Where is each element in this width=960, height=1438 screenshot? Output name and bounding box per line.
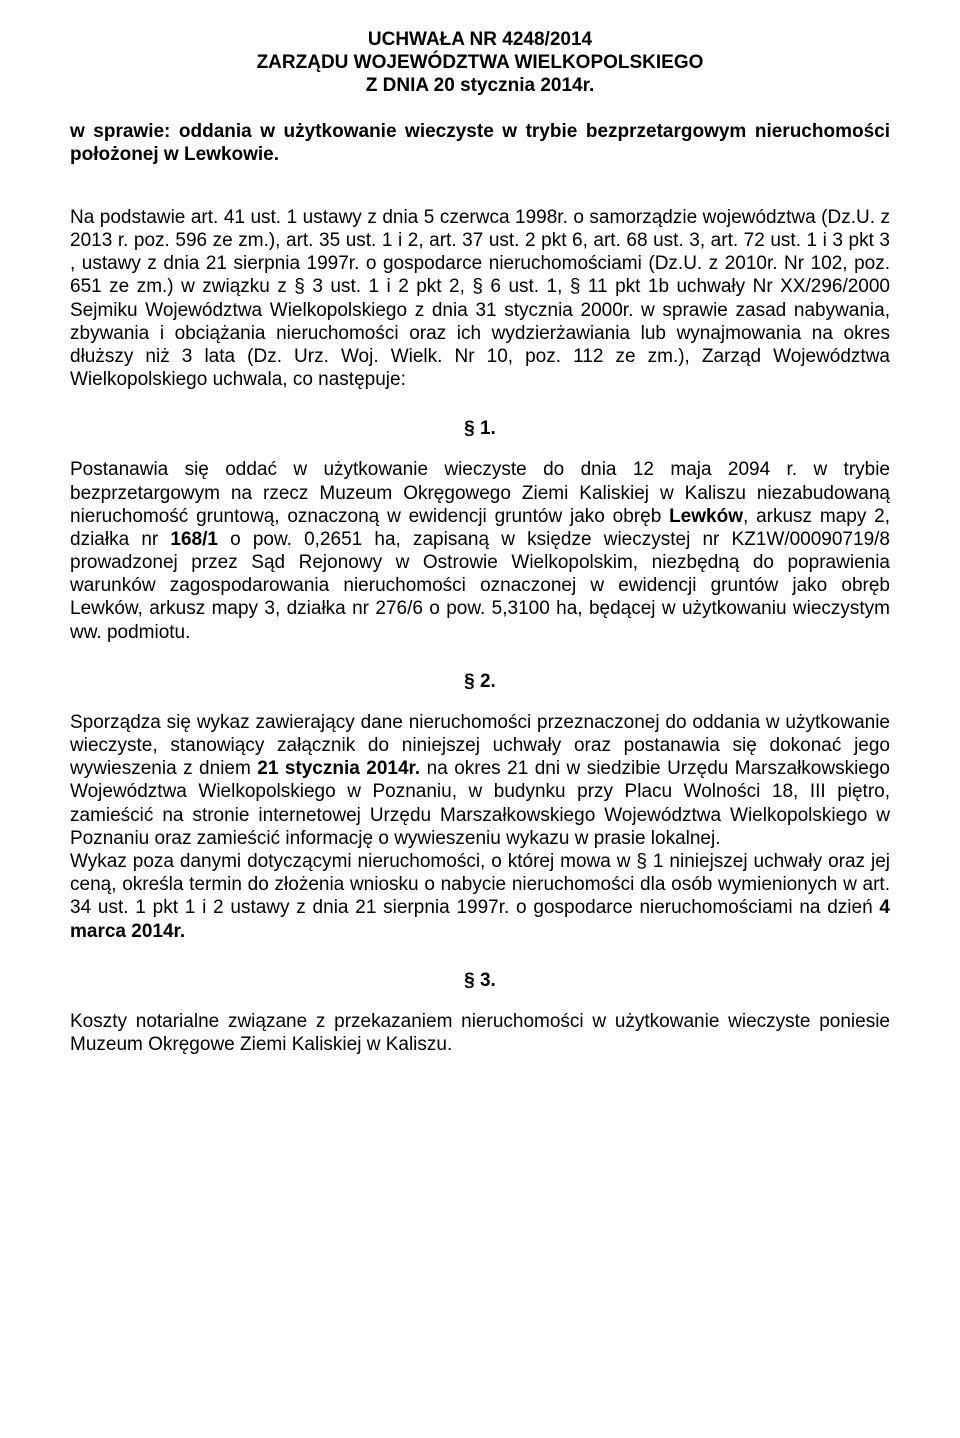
section-1-paragraph: Postanawia się oddać w użytkowanie wiecz… [70, 458, 890, 643]
resolution-subject: w sprawie: oddania w użytkowanie wieczys… [70, 120, 890, 166]
legal-basis: Na podstawie art. 41 ust. 1 ustawy z dni… [70, 206, 890, 391]
s2-p2-a: Wykaz poza danymi dotyczącymi nieruchomo… [70, 851, 890, 918]
header-line-1: UCHWAŁA NR 4248/2014 [70, 28, 890, 51]
header-line-2: ZARZĄDU WOJEWÓDZTWA WIELKOPOLSKIEGO [70, 51, 890, 74]
section-3-paragraph: Koszty notarialne związane z przekazanie… [70, 1010, 890, 1056]
section-2-paragraph: Sporządza się wykaz zawierający dane nie… [70, 711, 890, 943]
resolution-header: UCHWAŁA NR 4248/2014 ZARZĄDU WOJEWÓDZTWA… [70, 28, 890, 98]
subject-text: w sprawie: oddania w użytkowanie wieczys… [70, 121, 890, 165]
header-line-3: Z DNIA 20 stycznia 2014r. [70, 74, 890, 97]
s1-bold-plot: 168/1 [170, 529, 218, 550]
legal-basis-text: Na podstawie art. 41 ust. 1 ustawy z dni… [70, 207, 890, 390]
s3-text: Koszty notarialne związane z przekazanie… [70, 1011, 890, 1055]
section-1-number: § 1. [70, 417, 890, 440]
section-2-number: § 2. [70, 670, 890, 693]
section-3-number: § 3. [70, 969, 890, 992]
s2-p1-date: 21 stycznia 2014r. [257, 758, 420, 779]
s1-bold-lewkow: Lewków [669, 506, 743, 527]
